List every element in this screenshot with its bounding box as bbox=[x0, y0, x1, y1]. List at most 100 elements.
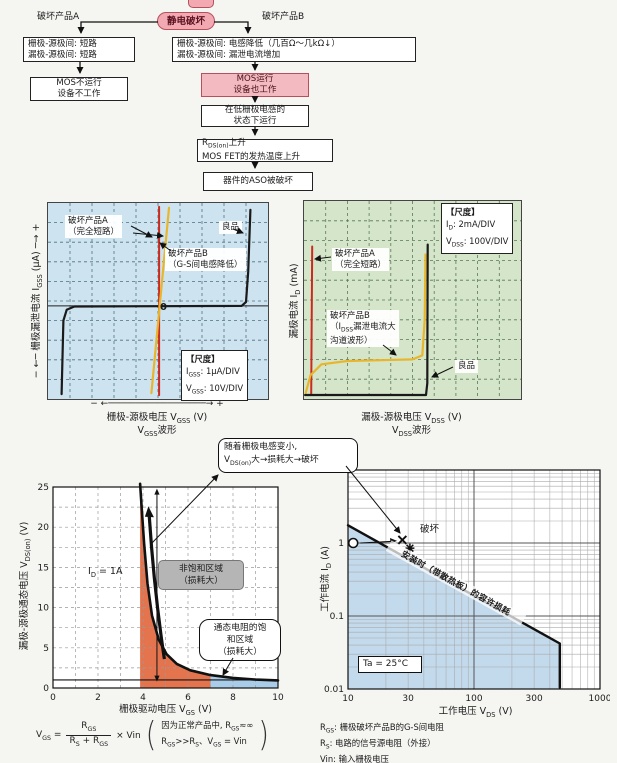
drain-scale-voltage: VDSS: 100V/DIV bbox=[446, 235, 509, 249]
drain-scale-title: 【尺度】 bbox=[446, 207, 480, 217]
gate-scale-voltage: VGSS: 10V/DIV bbox=[186, 382, 244, 396]
a-box1-line1: 栅极-源极间: 短路 bbox=[28, 38, 97, 49]
svg-text:30: 30 bbox=[402, 694, 414, 704]
svg-text:10: 10 bbox=[342, 694, 354, 704]
product-a-result-box: MOS不运行 设备不工作 bbox=[30, 77, 128, 101]
soa-x-axis-label: 工作电压 VDS (V) bbox=[438, 706, 513, 719]
svg-text:15: 15 bbox=[38, 563, 49, 573]
b-box3-line1: 在低栅极电感的 bbox=[224, 105, 286, 115]
drain-waveform-chart bbox=[304, 201, 521, 399]
gate-scale-current: IGSS: 1μA/DIV bbox=[186, 366, 240, 379]
formula-notes: 因为正常产品中, RGS≈∞ RGS>>RS、VGS = Vin bbox=[161, 720, 253, 751]
vgs-plot: 0 5 10 15 20 25 0 2 4 6 8 10 bbox=[33, 482, 293, 711]
formula-note1: 因为正常产品中, RGS≈∞ bbox=[161, 720, 254, 733]
nonsaturation-region-box: 非饱和区域 （损耗大） bbox=[158, 560, 244, 590]
formula-lhs: VGS = bbox=[36, 729, 62, 742]
drain-label-product-b: 破坏产品B （IDSS漏泄电流大 沟道波形） bbox=[327, 310, 399, 348]
svg-text:8: 8 bbox=[230, 693, 236, 703]
vgs-chart: 0 5 10 15 20 25 0 2 4 6 8 10 bbox=[38, 482, 284, 703]
formula-fraction: RGS RS + RGS bbox=[66, 721, 112, 750]
svg-text:1: 1 bbox=[338, 539, 344, 549]
resistor-footnotes: RGS: 栅极破坏产品B的G-S间电阻 RS: 电路的信号源电阻（外接） Vin… bbox=[320, 722, 444, 763]
a-box2-line1: MOS不运行 bbox=[56, 78, 102, 88]
svg-text:10: 10 bbox=[272, 693, 284, 703]
svg-text:100: 100 bbox=[465, 694, 482, 704]
drain-x-axis-label: 漏极-源极电压 VDSS (V) bbox=[361, 412, 462, 425]
formula-numerator: RGS bbox=[81, 721, 97, 734]
gate-label-good: 良品 bbox=[219, 221, 243, 234]
sat-line2: 和区域 bbox=[226, 635, 254, 645]
drain-current-condition-label: ID = 1A bbox=[88, 566, 123, 579]
gate-label-product-b: 破坏产品B （G-S间电感降低） bbox=[165, 248, 246, 271]
footnote-rs: RS: 电路的信号源电阻（外接） bbox=[320, 738, 436, 751]
callout-line2: VDS(on)大→损耗大→破坏 bbox=[224, 455, 319, 467]
formula-multiplier: × Vin bbox=[116, 730, 141, 741]
svg-text:2: 2 bbox=[95, 693, 101, 703]
b-box4-line2: MOS FET的发热温度上升 bbox=[202, 151, 301, 162]
drain-scale-box: 【尺度】 ID: 2mA/DIV VDSS: 100V/DIV bbox=[441, 203, 514, 255]
b-box3-line2: 状态下运行 bbox=[233, 116, 277, 126]
svg-text:10: 10 bbox=[38, 604, 50, 614]
drain-label-b-line3: 沟道波形） bbox=[330, 335, 373, 346]
sat-line1: 通态电阻的饱 bbox=[213, 623, 267, 633]
drain-label-good: 良品 bbox=[455, 360, 479, 373]
footnote-vin: Vin: 输入栅极电压 bbox=[320, 754, 389, 763]
drain-scale-current: ID: 2mA/DIV bbox=[446, 219, 496, 232]
drain-label-a-line2: （完全短路） bbox=[335, 259, 387, 270]
product-b-symptom-box: 栅极-源极间: 电感降低（几百Ω～几kΩ↓） 漏极-源极间: 漏泄电流增加 bbox=[172, 37, 416, 62]
svg-text:20: 20 bbox=[38, 523, 50, 533]
a-box1-line2: 漏极-源极间: 短路 bbox=[28, 49, 97, 60]
svg-text:25: 25 bbox=[38, 483, 49, 493]
gate-waveform-title: VGSS波形 bbox=[137, 425, 177, 438]
aso-destroyed-box: 器件的ASO被破坏 bbox=[203, 172, 313, 191]
a-box2-line2: 设备不工作 bbox=[57, 89, 101, 99]
gate-y-axis-label: − ←─ 栅极漏泄电流 IGSS (μA) ─→ + bbox=[31, 223, 44, 379]
gate-label-product-a: 破坏产品A （完全短路） bbox=[65, 215, 123, 238]
drain-label-b-line1: 破坏产品B bbox=[330, 311, 370, 321]
product-a-symptom-box: 栅极-源极间: 短路 漏极-源极间: 短路 bbox=[23, 37, 135, 62]
drain-label-b-line2: （IDSS漏泄电流大 bbox=[330, 321, 396, 334]
flow-arrow-to-b bbox=[214, 21, 252, 34]
b-box2-line2: 设备也工作 bbox=[233, 85, 277, 95]
b-box5-line: 器件的ASO被破坏 bbox=[223, 176, 293, 186]
close-paren: ) bbox=[258, 715, 269, 755]
gate-x-axis-label: 栅极-源极电压 VGSS (V) bbox=[106, 412, 208, 425]
nonsat-line2: （损耗大） bbox=[179, 576, 223, 586]
gate-label-b-line2: （G-S间电感降低） bbox=[168, 259, 243, 270]
b-box2-line1: MOS运行 bbox=[236, 74, 274, 84]
saturation-region-box: 通态电阻的饱 和区域 （损耗大） bbox=[199, 619, 281, 661]
soa-y-axis-label: 工作电流 ID (A) bbox=[320, 546, 333, 612]
gate-label-a-line2: （完全短路） bbox=[68, 226, 120, 237]
footnote-rgs: RGS: 栅极破坏产品B的G-S间电阻 bbox=[320, 722, 444, 735]
branch-a-label: 破坏产品A bbox=[37, 12, 80, 22]
gate-label-b-line1: 破坏产品B bbox=[168, 249, 208, 259]
gate-scale-box: 【尺度】 IGSS: 1μA/DIV VGSS: 10V/DIV bbox=[181, 350, 249, 402]
svg-text:300: 300 bbox=[526, 694, 543, 704]
b-box4-line1: RDS(on)上升 bbox=[202, 138, 246, 150]
svg-text:1000: 1000 bbox=[589, 694, 610, 704]
rdson-rise-box: RDS(on)上升 MOS FET的发热温度上升 bbox=[197, 138, 333, 162]
gate-x-axis-arrows: − ←──────────────────→ + bbox=[90, 399, 224, 409]
drain-label-product-a: 破坏产品A （完全短路） bbox=[332, 248, 390, 271]
svg-text:0.01: 0.01 bbox=[324, 685, 344, 695]
vgs-formula: VGS = RGS RS + RGS × Vin ( 因为正常产品中, RGS≈… bbox=[36, 715, 269, 755]
gate-label-a-line1: 破坏产品A bbox=[68, 216, 108, 226]
svg-text:0.1: 0.1 bbox=[330, 612, 344, 622]
vgs-y-axis-label: 漏极-源极通态电压 VDS(on) (V) bbox=[19, 521, 32, 651]
drain-waveform-title: VDSS波形 bbox=[391, 425, 432, 438]
svg-text:6: 6 bbox=[185, 693, 191, 703]
b-box1-line1: 栅极-源极间: 电感降低（几百Ω～几kΩ↓） bbox=[177, 38, 340, 49]
open-paren: ( bbox=[145, 715, 157, 755]
damage-label: 破坏 bbox=[420, 524, 440, 535]
svg-text:0: 0 bbox=[43, 684, 49, 694]
trigger-box: 静电破坏 bbox=[157, 12, 215, 30]
formula-note2: RGS>>RS、VGS = Vin bbox=[161, 735, 247, 749]
cropped-pink-box bbox=[188, 0, 214, 8]
gate-inductance-callout: 随着栅极电感变小, VDS(on)大→损耗大→破坏 bbox=[218, 438, 358, 473]
sat-line3: （损耗大） bbox=[218, 647, 262, 657]
nonsat-line1: 非饱和区域 bbox=[179, 564, 223, 574]
gate-origin-label: 0 bbox=[160, 302, 167, 313]
drain-label-a-line1: 破坏产品A bbox=[335, 249, 375, 259]
svg-text:0: 0 bbox=[50, 693, 56, 703]
